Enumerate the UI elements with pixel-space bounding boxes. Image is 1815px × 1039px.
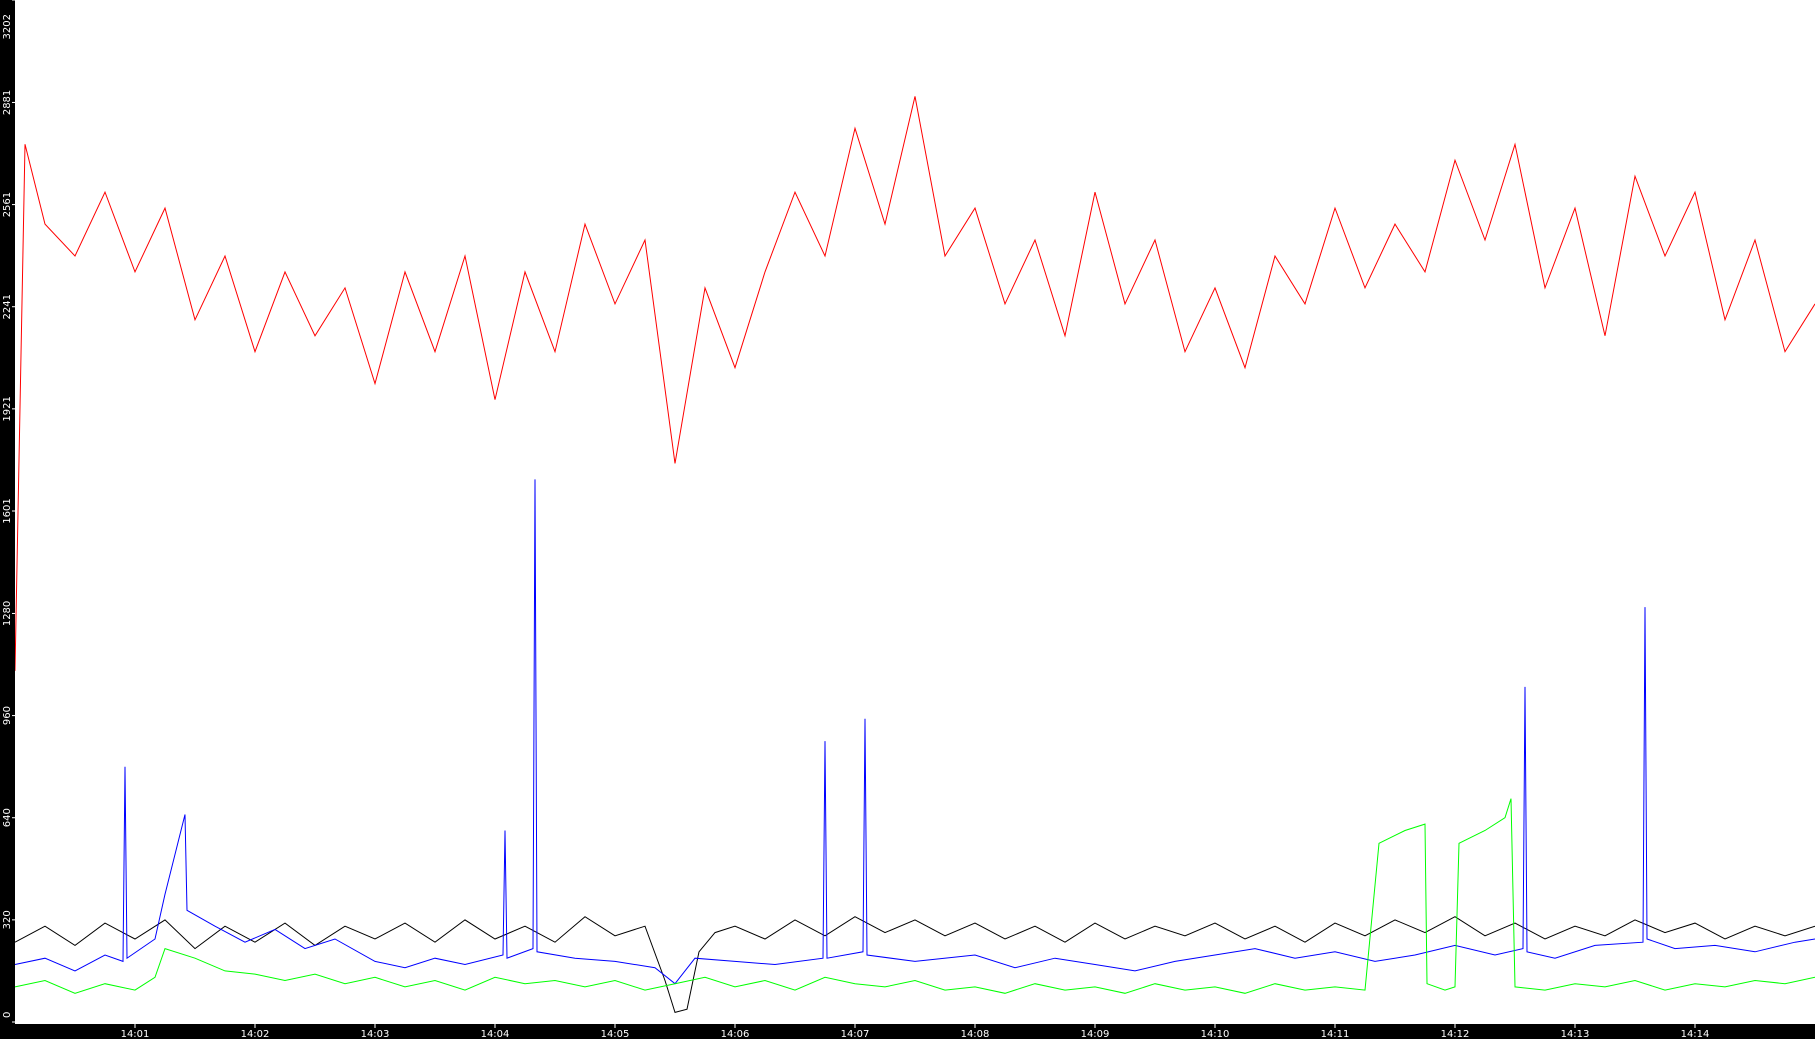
y-tick-label: 0 xyxy=(2,1012,13,1018)
x-axis-bar xyxy=(0,1024,1815,1039)
y-tick-label: 1601 xyxy=(2,498,13,523)
y-tick-label: 1921 xyxy=(2,396,13,421)
series-line-3 xyxy=(14,798,1815,994)
x-tick-label: 14:10 xyxy=(1201,1029,1230,1039)
series-line-1 xyxy=(14,916,1815,1014)
x-tick-label: 14:09 xyxy=(1081,1029,1110,1039)
y-tick-label: 2561 xyxy=(2,192,13,217)
x-tick-label: 14:08 xyxy=(961,1029,990,1039)
series-layer xyxy=(14,96,1815,1014)
x-axis-ticks: 14:01 14:02 14:03 14:04 14:05 14:06 14:07 14:08… xyxy=(121,1024,1710,1039)
y-tick-label: 2881 xyxy=(2,90,13,115)
y-tick-label: 960 xyxy=(2,706,13,725)
y-tick-label: 2241 xyxy=(2,294,13,319)
x-tick-label: 14:11 xyxy=(1321,1029,1350,1039)
y-axis-bar xyxy=(0,0,15,1039)
x-tick-label: 14:02 xyxy=(241,1029,270,1039)
x-tick-label: 14:07 xyxy=(841,1029,870,1039)
x-tick-label: 14:13 xyxy=(1561,1029,1590,1039)
y-tick-label: 3202 xyxy=(2,14,13,39)
x-tick-label: 14:06 xyxy=(721,1029,750,1039)
series-line-0 xyxy=(14,96,1815,671)
y-tick-label: 320 xyxy=(2,910,13,929)
y-tick-label: 1280 xyxy=(2,601,13,626)
x-tick-label: 14:03 xyxy=(361,1029,390,1039)
x-tick-label: 14:01 xyxy=(121,1029,150,1039)
x-tick-label: 14:14 xyxy=(1681,1029,1710,1039)
x-tick-label: 14:12 xyxy=(1441,1029,1470,1039)
x-tick-label: 14:04 xyxy=(481,1029,510,1039)
y-tick-label: 640 xyxy=(2,808,13,827)
series-line-2 xyxy=(14,479,1815,985)
y-axis-ticks: 0 320 640 960 1280 1601 1921 2241 2561 2881 3202 xyxy=(2,0,15,1023)
x-tick-label: 14:05 xyxy=(601,1029,630,1039)
